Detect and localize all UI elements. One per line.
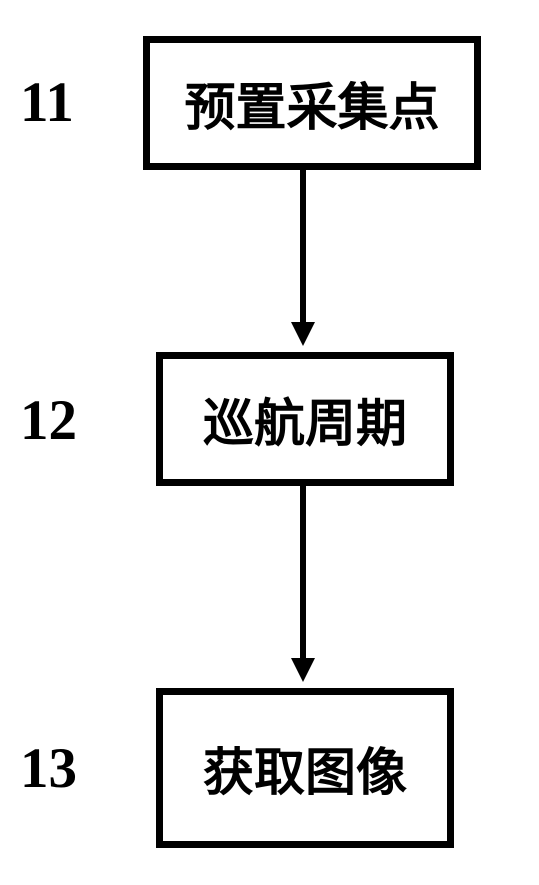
flowchart-canvas: 11 预置采集点 12 巡航周期 13 获取图像 bbox=[0, 0, 539, 885]
flowchart-node: 巡航周期 bbox=[156, 352, 454, 486]
step-number: 11 bbox=[20, 70, 74, 135]
node-label: 预置采集点 bbox=[184, 66, 439, 140]
step-number: 12 bbox=[20, 388, 77, 453]
node-label: 获取图像 bbox=[203, 731, 407, 805]
flowchart-node: 预置采集点 bbox=[143, 36, 481, 170]
step-number: 13 bbox=[20, 736, 77, 801]
node-label: 巡航周期 bbox=[203, 382, 407, 456]
flowchart-node: 获取图像 bbox=[156, 688, 454, 848]
